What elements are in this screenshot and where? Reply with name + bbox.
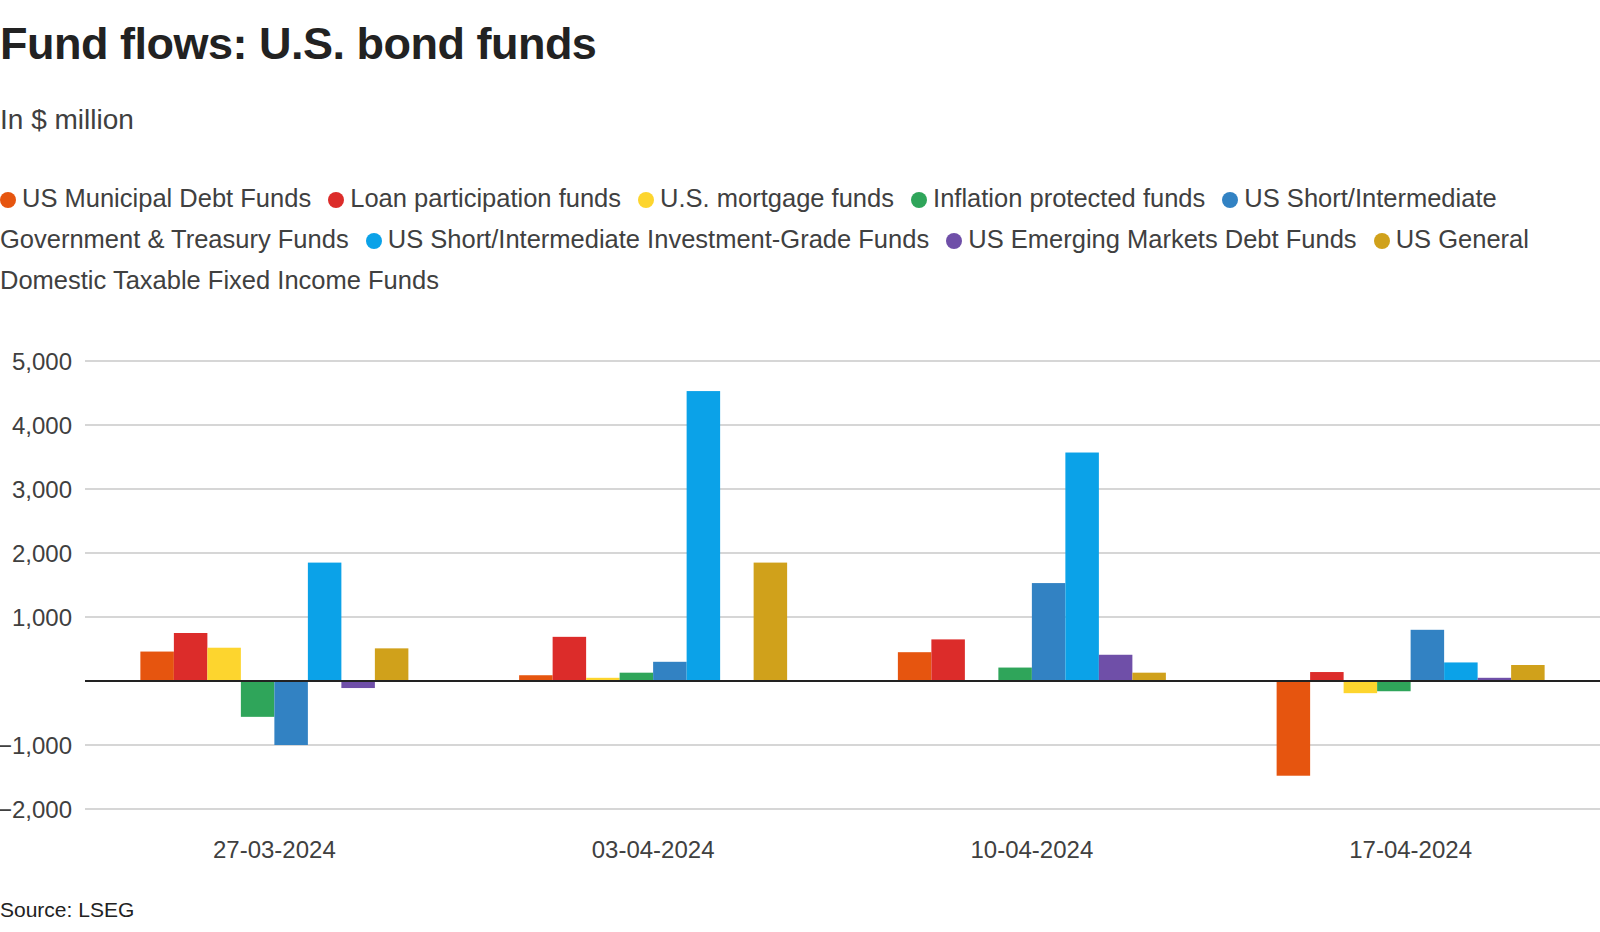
bar [931,639,965,681]
bar [274,681,308,745]
grid-line [85,424,1600,425]
bar [1444,662,1478,681]
bar [998,668,1032,681]
y-tick-label: −2,000 [0,796,72,823]
bar [1511,665,1545,681]
bar [1310,672,1344,681]
legend-swatch [328,192,344,208]
legend: US Municipal Debt Funds Loan participati… [0,178,1540,301]
bar [341,681,375,688]
bar [1344,681,1378,693]
bar [653,662,687,681]
grid-line [85,488,1600,489]
legend-item: Loan participation funds [328,184,621,212]
grid-line [85,744,1600,745]
grid [85,361,1600,809]
legend-label: U.S. mortgage funds [660,184,894,212]
y-tick-label: 2,000 [12,540,72,567]
subtitle: In $ million [0,104,134,136]
chart: −2,000 −1,000 1,000 2,000 3,000 4,000 5,000 27-… [0,0,1600,932]
source: Source: LSEG [0,898,134,922]
bar [375,648,409,681]
legend-label: Inflation protected funds [933,184,1205,212]
zero-line [85,680,1600,682]
grid-line [85,552,1600,553]
bars [140,391,1544,776]
bar [1132,673,1166,681]
bar [1099,655,1133,681]
bar [553,637,587,681]
legend-item: US Municipal Debt Funds [0,184,311,212]
bar [1277,681,1311,776]
legend-swatch [1222,192,1238,208]
legend-label: US Municipal Debt Funds [22,184,311,212]
bar [1065,453,1099,681]
bar [174,633,208,681]
x-tick-label: 03-04-2024 [592,836,715,863]
y-tick-label: 1,000 [12,604,72,631]
grid-line [85,360,1600,361]
legend-label: US Short/Intermediate Investment-Grade F… [388,225,929,253]
bar [241,681,275,717]
legend-item: U.S. mortgage funds [638,184,894,212]
title: Fund flows: U.S. bond funds [0,18,596,70]
bar [754,563,788,681]
y-tick-label: 4,000 [12,412,72,439]
grid-line [85,808,1600,809]
legend-swatch [946,233,962,249]
bar [620,673,654,681]
bar [898,652,932,681]
legend-label: Loan participation funds [350,184,621,212]
bar [1377,681,1411,691]
bar [1032,583,1066,681]
x-tick-label: 17-04-2024 [1349,836,1472,863]
bar [140,652,174,681]
x-tick-label: 27-03-2024 [213,836,336,863]
x-tick-label: 10-04-2024 [970,836,1093,863]
legend-swatch [638,192,654,208]
bar [687,391,721,681]
legend-label: US Emerging Markets Debt Funds [968,225,1356,253]
bar [207,648,241,681]
legend-item: US Short/Intermediate Investment-Grade F… [366,225,929,253]
legend-item: US Emerging Markets Debt Funds [946,225,1356,253]
legend-swatch [1374,233,1390,249]
legend-swatch [911,192,927,208]
y-tick-label: 3,000 [12,476,72,503]
legend-item: Inflation protected funds [911,184,1205,212]
bar [308,563,342,681]
y-tick-label: −1,000 [0,732,72,759]
bar [1411,630,1445,681]
y-tick-label: 5,000 [12,348,72,375]
legend-swatch [0,192,16,208]
legend-swatch [366,233,382,249]
